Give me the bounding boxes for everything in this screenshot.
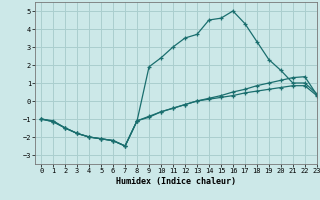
X-axis label: Humidex (Indice chaleur): Humidex (Indice chaleur) — [116, 177, 236, 186]
